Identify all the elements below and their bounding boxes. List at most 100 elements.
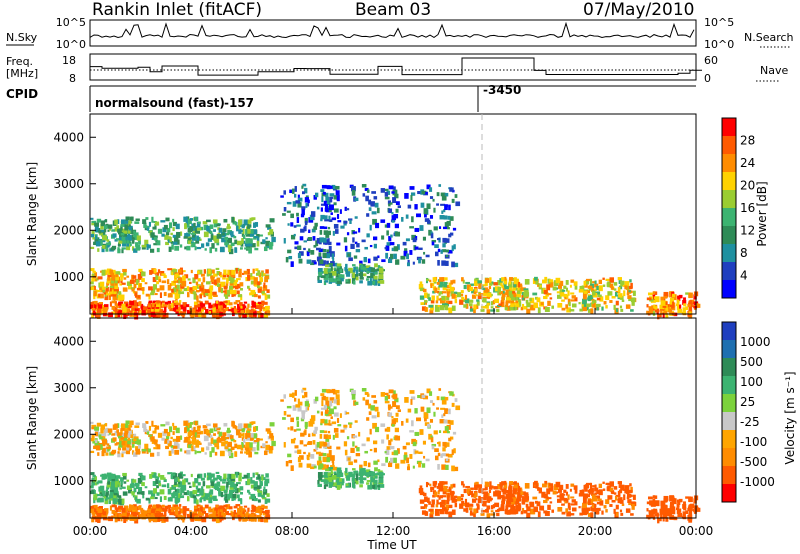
velocity-cell bbox=[386, 446, 391, 450]
velocity-cell bbox=[154, 476, 159, 479]
power-cell bbox=[376, 281, 381, 284]
power-cell bbox=[446, 295, 450, 301]
velocity-cell bbox=[158, 480, 161, 485]
power-cell bbox=[537, 307, 541, 314]
velocity-cell bbox=[607, 495, 613, 500]
velocity-cell bbox=[131, 441, 136, 444]
power-cell bbox=[377, 265, 381, 269]
velocity-cell bbox=[323, 479, 329, 484]
velocity-cell bbox=[430, 435, 433, 438]
velocity-cell bbox=[464, 498, 468, 504]
power-cell bbox=[254, 235, 259, 239]
power-cell bbox=[152, 302, 155, 308]
velocity-cell bbox=[148, 425, 152, 431]
power-cell bbox=[147, 309, 150, 313]
power-cell bbox=[236, 290, 240, 295]
velocity-cell bbox=[116, 494, 119, 498]
power-cell bbox=[627, 295, 632, 299]
power-cell bbox=[240, 305, 243, 309]
velocity-cell bbox=[91, 517, 95, 523]
velocity-cell bbox=[385, 456, 389, 463]
power-cell bbox=[592, 302, 596, 308]
velocity-cell bbox=[237, 498, 243, 502]
velocity-cell bbox=[224, 511, 229, 516]
velocity-cell bbox=[173, 445, 178, 449]
velocity-cell bbox=[328, 450, 332, 456]
velocity-cell bbox=[587, 512, 592, 517]
nsky-tick-bottom: 10^0 bbox=[56, 38, 86, 51]
power-cell bbox=[190, 311, 195, 318]
power-cell bbox=[154, 272, 159, 275]
velocity-cell bbox=[585, 482, 591, 486]
power-cell bbox=[525, 292, 530, 297]
power-cell bbox=[618, 293, 623, 298]
power-cell bbox=[336, 263, 342, 267]
power-cell bbox=[216, 277, 221, 283]
power-cell bbox=[659, 304, 665, 310]
power-cell bbox=[617, 277, 623, 281]
velocity-cell bbox=[131, 443, 135, 448]
power-cell bbox=[588, 288, 591, 291]
power-cell bbox=[171, 302, 174, 309]
velocity-cell bbox=[112, 437, 117, 442]
velocity-cell bbox=[193, 446, 196, 451]
power-cell bbox=[121, 303, 126, 309]
power-cell bbox=[185, 222, 190, 228]
y-tick-label: 2000 bbox=[53, 427, 84, 441]
power-cell bbox=[354, 197, 359, 202]
power-cell bbox=[176, 284, 180, 290]
velocity-cell bbox=[445, 504, 449, 508]
power-cell bbox=[120, 313, 123, 318]
velocity-cell bbox=[180, 435, 183, 440]
velocity-cell bbox=[388, 407, 391, 411]
velocity-cell bbox=[282, 417, 286, 420]
power-cell bbox=[263, 301, 268, 305]
velocity-colorbar-swatch bbox=[722, 394, 736, 413]
power-cell bbox=[112, 269, 116, 275]
power-cell bbox=[172, 221, 177, 227]
velocity-cell bbox=[605, 482, 610, 485]
velocity-cell bbox=[193, 434, 197, 439]
power-cell bbox=[449, 187, 454, 192]
velocity-cell bbox=[434, 448, 439, 453]
velocity-cell bbox=[145, 497, 150, 501]
velocity-cell bbox=[484, 485, 488, 491]
power-cell bbox=[355, 276, 359, 281]
power-cell bbox=[306, 252, 310, 257]
velocity-cell bbox=[296, 428, 301, 431]
velocity-cell bbox=[502, 490, 506, 495]
power-cell bbox=[253, 222, 256, 228]
velocity-cell bbox=[301, 389, 304, 393]
power-cell bbox=[448, 233, 452, 238]
velocity-cell bbox=[192, 481, 196, 488]
power-cell bbox=[548, 281, 554, 288]
velocity-cell bbox=[469, 503, 474, 507]
power-cell bbox=[290, 222, 294, 227]
velocity-cell bbox=[93, 445, 97, 450]
power-cell bbox=[535, 280, 539, 285]
velocity-cell bbox=[369, 428, 372, 435]
velocity-cell bbox=[111, 477, 116, 482]
power-cell bbox=[183, 236, 188, 239]
power-cell bbox=[216, 300, 219, 304]
velocity-cell bbox=[391, 395, 395, 398]
power-cell bbox=[90, 246, 95, 250]
velocity-cell bbox=[172, 511, 177, 516]
power-cell bbox=[449, 232, 454, 236]
velocity-cell bbox=[497, 484, 501, 490]
power-cell bbox=[544, 276, 548, 281]
velocity-cell bbox=[573, 485, 578, 490]
velocity-cell bbox=[202, 481, 206, 487]
velocity-cell bbox=[248, 515, 251, 520]
power-cell bbox=[171, 288, 174, 293]
velocity-cell bbox=[354, 420, 358, 423]
velocity-cell bbox=[94, 505, 97, 509]
power-cell bbox=[507, 286, 513, 291]
power-cell bbox=[655, 309, 660, 313]
power-cell bbox=[529, 297, 535, 304]
velocity-cell bbox=[377, 469, 381, 473]
velocity-cell bbox=[172, 487, 177, 490]
power-cell bbox=[324, 272, 330, 279]
velocity-cell bbox=[209, 434, 213, 439]
velocity-cell bbox=[175, 427, 180, 434]
